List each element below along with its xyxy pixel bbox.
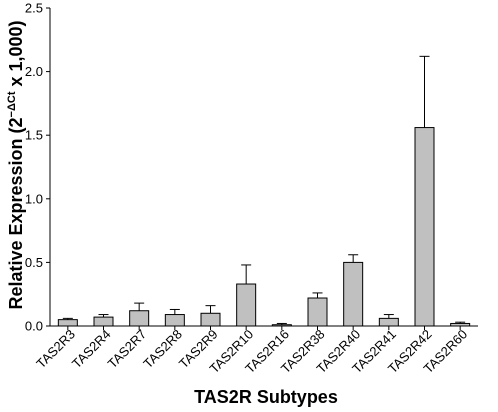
error-bars	[62, 55, 466, 325]
y-tick-label: 0.5	[25, 255, 43, 270]
y-tick-label: 0.0	[25, 319, 43, 334]
bar	[450, 322, 471, 327]
y-tick-label: 1.5	[25, 128, 43, 143]
bar	[307, 297, 328, 327]
bar	[164, 314, 185, 327]
bar	[57, 319, 78, 327]
y-tick-label: 2.5	[25, 1, 43, 16]
y-tick-label: 1.0	[25, 191, 43, 206]
x-tick-label: TAS2R4	[69, 327, 114, 372]
y-tick-label: 2.0	[25, 64, 43, 79]
y-axis-title: Relative Expression (2−ΔCt x 1,000)	[6, 20, 26, 309]
bar	[271, 324, 292, 327]
y-ticks: 0.0 0.5 1.0 1.5 2.0 2.5	[25, 1, 50, 334]
bar	[378, 317, 399, 327]
x-axis-title: TAS2R Subtypes	[194, 387, 338, 407]
x-tick-label: TAS2R8	[140, 327, 185, 372]
x-ticks: TAS2R3TAS2R4TAS2R7TAS2R8TAS2R9TAS2R10TAS…	[33, 326, 470, 376]
axes	[49, 8, 478, 327]
x-tick-label: TAS2R7	[105, 327, 150, 372]
bar	[200, 312, 221, 327]
bar	[93, 316, 114, 327]
bar	[129, 310, 150, 327]
bar	[343, 261, 364, 327]
bar	[414, 127, 435, 327]
bar	[236, 283, 257, 327]
bars	[57, 127, 471, 327]
